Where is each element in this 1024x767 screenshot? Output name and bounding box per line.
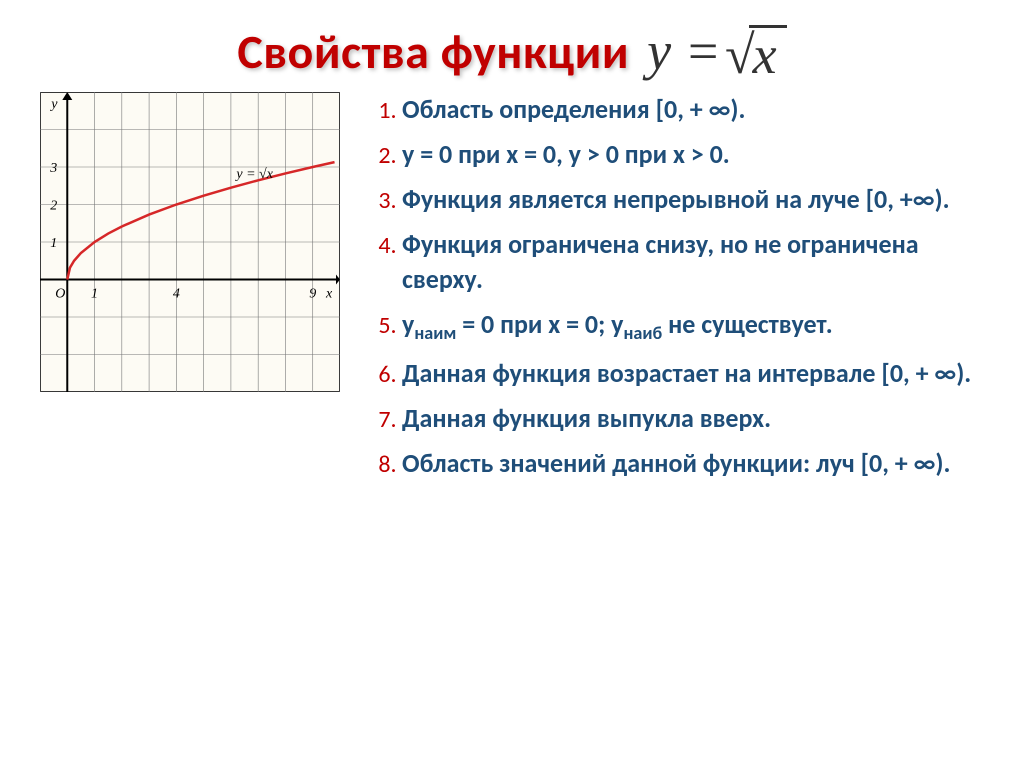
slide: Свойства функции y = √ x 1 4 9 1 2 3 Ox y y = √x… xyxy=(0,0,1024,512)
svg-text:4: 4 xyxy=(173,287,180,302)
formula: y = √ x xyxy=(647,20,787,82)
properties-list: Область определения [0, + ∞). у = 0 при х… xyxy=(360,92,984,482)
properties-list-container: Область определения [0, + ∞). у = 0 при х… xyxy=(360,92,984,492)
sqrt-icon: √ x xyxy=(725,25,787,82)
page-title: Свойства функции xyxy=(237,22,629,81)
svg-text:x: x xyxy=(325,287,333,302)
radicand: x xyxy=(749,25,787,82)
svg-text:9: 9 xyxy=(309,287,316,302)
svg-text:1: 1 xyxy=(50,236,57,251)
function-graph: 1 4 9 1 2 3 Ox y y = √x xyxy=(40,92,340,392)
property-item: Функция является непрерывной на луче [0,… xyxy=(402,182,984,217)
property-item: Область определения [0, + ∞). xyxy=(402,92,984,127)
property-item: у = 0 при х = 0, у > 0 при х > 0. xyxy=(402,137,984,172)
svg-text:2: 2 xyxy=(50,199,57,214)
svg-text:y = √x: y = √x xyxy=(234,167,273,182)
content-row: 1 4 9 1 2 3 Ox y y = √x Область определения [0, … xyxy=(40,92,984,492)
svg-text:y: y xyxy=(49,97,58,112)
formula-lhs: y = xyxy=(647,20,721,82)
title-row: Свойства функции y = √ x xyxy=(40,20,984,82)
graph-container: 1 4 9 1 2 3 Ox y y = √x xyxy=(40,92,340,392)
property-item: Данная функция выпукла вверх. xyxy=(402,401,984,436)
svg-text:1: 1 xyxy=(91,287,98,302)
property-item: Область значений данной функции: луч [0,… xyxy=(402,446,984,481)
property-item: Данная функция возрастает на интервале [… xyxy=(402,356,984,391)
property-item: Функция ограничена снизу, но не ограниче… xyxy=(402,227,984,297)
property-item: унаим = 0 при х = 0; унаиб не существует… xyxy=(402,307,984,346)
svg-text:O: O xyxy=(55,287,65,302)
svg-text:3: 3 xyxy=(49,161,57,176)
